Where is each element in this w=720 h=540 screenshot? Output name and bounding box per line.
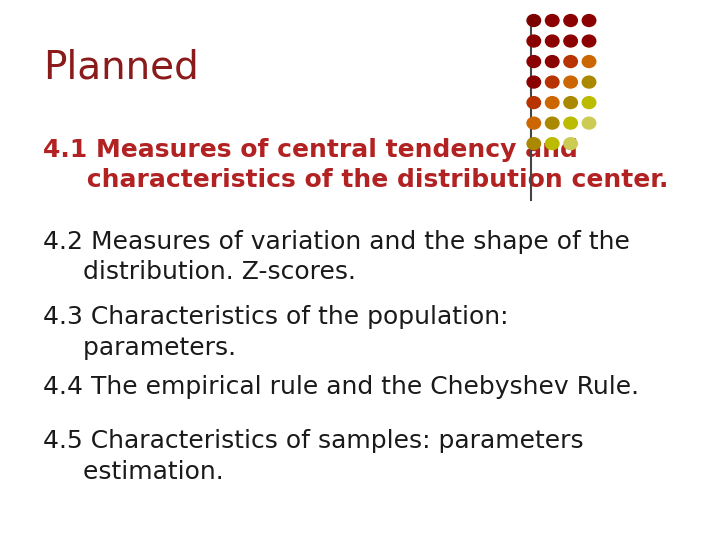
Circle shape — [564, 138, 577, 150]
Circle shape — [564, 56, 577, 68]
Circle shape — [582, 76, 595, 88]
Circle shape — [546, 138, 559, 150]
Text: Planned: Planned — [43, 49, 199, 86]
Circle shape — [582, 97, 595, 109]
Circle shape — [564, 97, 577, 109]
Circle shape — [546, 97, 559, 109]
Circle shape — [527, 97, 541, 109]
Text: 4.4 The empirical rule and the Chebyshev Rule.: 4.4 The empirical rule and the Chebyshev… — [43, 375, 639, 399]
Circle shape — [527, 35, 541, 47]
Circle shape — [564, 76, 577, 88]
Circle shape — [546, 35, 559, 47]
Circle shape — [546, 56, 559, 68]
Text: 4.2 Measures of variation and the shape of the
     distribution. Z-scores.: 4.2 Measures of variation and the shape … — [43, 230, 630, 284]
Circle shape — [582, 117, 595, 129]
Circle shape — [546, 76, 559, 88]
Circle shape — [527, 56, 541, 68]
Circle shape — [527, 138, 541, 150]
Circle shape — [564, 15, 577, 26]
Circle shape — [527, 76, 541, 88]
Circle shape — [546, 117, 559, 129]
Circle shape — [527, 15, 541, 26]
Circle shape — [564, 117, 577, 129]
Circle shape — [527, 117, 541, 129]
Text: 4.1 Measures of central tendency and
     characteristics of the distribution ce: 4.1 Measures of central tendency and cha… — [43, 138, 668, 192]
Circle shape — [564, 35, 577, 47]
Circle shape — [582, 15, 595, 26]
Text: 4.5 Characteristics of samples: parameters
     estimation.: 4.5 Characteristics of samples: paramete… — [43, 429, 584, 484]
Circle shape — [582, 56, 595, 68]
Circle shape — [582, 35, 595, 47]
Circle shape — [546, 15, 559, 26]
Text: 4.3 Characteristics of the population:
     parameters.: 4.3 Characteristics of the population: p… — [43, 305, 508, 360]
